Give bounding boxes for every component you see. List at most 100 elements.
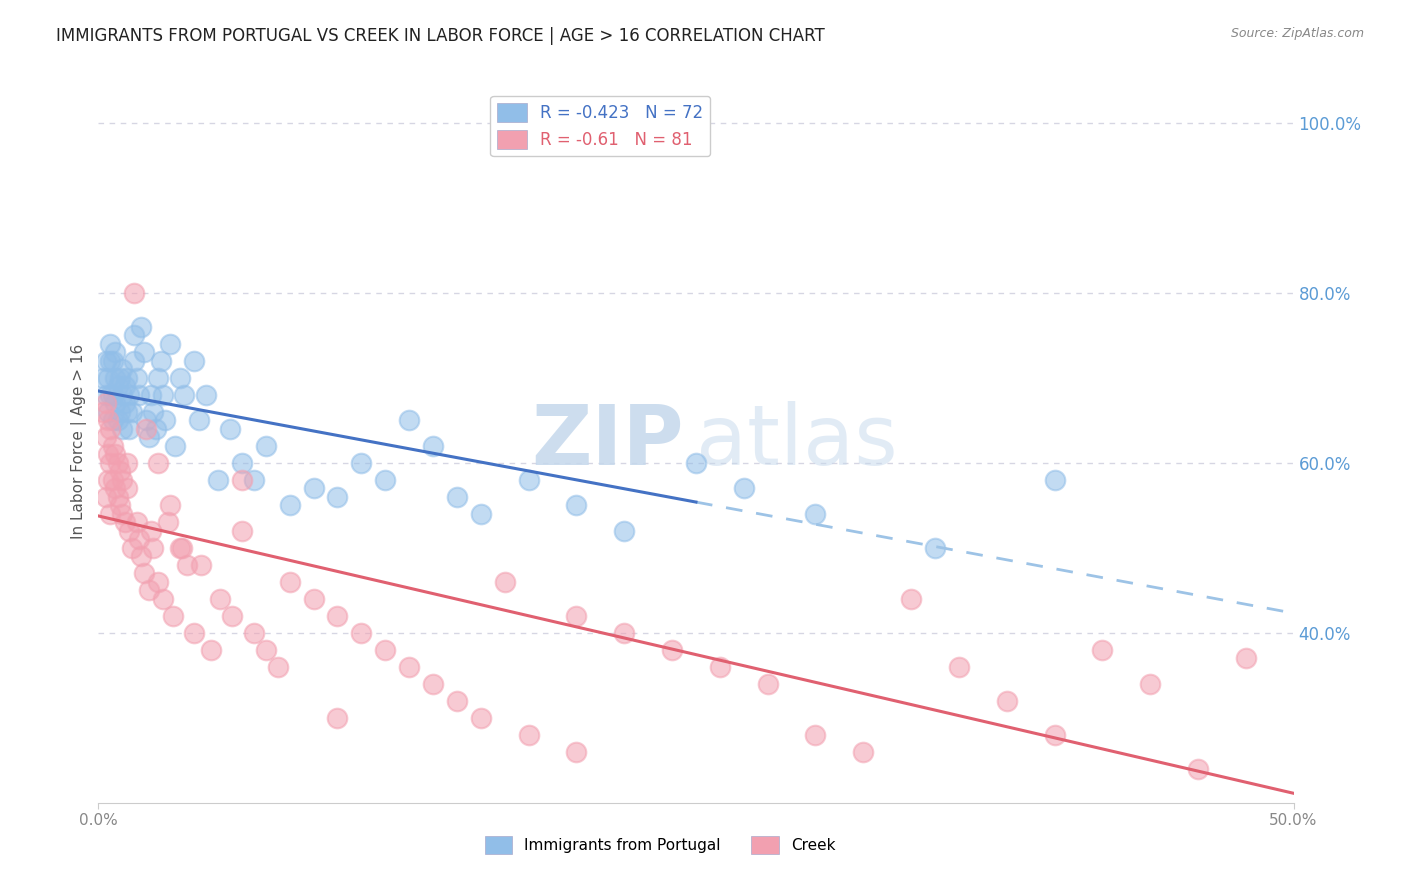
Point bbox=[124, 353, 146, 368]
Point bbox=[98, 456, 122, 470]
Point bbox=[101, 413, 124, 427]
Point bbox=[124, 328, 146, 343]
Point bbox=[231, 524, 253, 538]
Point bbox=[94, 490, 117, 504]
Point bbox=[104, 396, 127, 410]
Point bbox=[733, 481, 755, 495]
Point bbox=[190, 558, 212, 572]
Point bbox=[114, 379, 136, 393]
Point bbox=[148, 456, 170, 470]
Point bbox=[107, 456, 129, 470]
Point bbox=[107, 379, 129, 393]
Point bbox=[494, 574, 516, 589]
Point bbox=[107, 413, 129, 427]
Point bbox=[613, 524, 636, 538]
Point bbox=[159, 498, 181, 512]
Point bbox=[152, 388, 174, 402]
Point bbox=[685, 456, 707, 470]
Point bbox=[1139, 677, 1161, 691]
Point bbox=[169, 371, 191, 385]
Point bbox=[121, 541, 143, 555]
Text: ZIP: ZIP bbox=[531, 401, 685, 482]
Point bbox=[111, 473, 134, 487]
Point bbox=[422, 677, 444, 691]
Point bbox=[302, 591, 325, 606]
Point bbox=[139, 388, 162, 402]
Point bbox=[115, 371, 138, 385]
Point bbox=[131, 319, 153, 334]
Point bbox=[148, 371, 170, 385]
Point bbox=[132, 566, 155, 581]
Point bbox=[924, 541, 946, 555]
Point bbox=[94, 430, 117, 444]
Point bbox=[1043, 473, 1066, 487]
Point bbox=[125, 516, 148, 530]
Point bbox=[97, 413, 120, 427]
Point bbox=[278, 574, 301, 589]
Point bbox=[155, 413, 177, 427]
Point bbox=[111, 507, 134, 521]
Point bbox=[804, 728, 827, 742]
Text: IMMIGRANTS FROM PORTUGAL VS CREEK IN LABOR FORCE | AGE > 16 CORRELATION CHART: IMMIGRANTS FROM PORTUGAL VS CREEK IN LAB… bbox=[56, 27, 825, 45]
Point bbox=[115, 456, 138, 470]
Point bbox=[326, 711, 349, 725]
Point bbox=[156, 516, 179, 530]
Point bbox=[101, 388, 124, 402]
Point bbox=[195, 388, 218, 402]
Point bbox=[326, 608, 349, 623]
Point bbox=[128, 533, 150, 547]
Point bbox=[114, 396, 136, 410]
Point bbox=[517, 473, 540, 487]
Point bbox=[374, 642, 396, 657]
Point bbox=[172, 541, 194, 555]
Point bbox=[101, 439, 124, 453]
Point bbox=[115, 481, 138, 495]
Point bbox=[121, 405, 143, 419]
Point bbox=[162, 608, 184, 623]
Point bbox=[115, 405, 138, 419]
Point bbox=[804, 507, 827, 521]
Text: Source: ZipAtlas.com: Source: ZipAtlas.com bbox=[1230, 27, 1364, 40]
Point bbox=[108, 405, 131, 419]
Point bbox=[1187, 762, 1209, 776]
Point bbox=[101, 353, 124, 368]
Point bbox=[111, 422, 134, 436]
Point bbox=[131, 549, 153, 564]
Point bbox=[101, 473, 124, 487]
Point bbox=[302, 481, 325, 495]
Point bbox=[114, 516, 136, 530]
Point bbox=[350, 456, 373, 470]
Point bbox=[124, 285, 146, 300]
Point bbox=[183, 625, 205, 640]
Point bbox=[145, 422, 167, 436]
Point bbox=[97, 473, 120, 487]
Point bbox=[142, 541, 165, 555]
Point bbox=[169, 541, 191, 555]
Point bbox=[183, 353, 205, 368]
Point bbox=[118, 524, 141, 538]
Point bbox=[470, 507, 492, 521]
Point bbox=[243, 473, 266, 487]
Point bbox=[852, 745, 875, 759]
Point bbox=[98, 353, 122, 368]
Point bbox=[565, 608, 588, 623]
Point bbox=[135, 422, 157, 436]
Point bbox=[104, 447, 127, 461]
Point bbox=[98, 422, 122, 436]
Point bbox=[152, 591, 174, 606]
Point bbox=[104, 345, 127, 359]
Point bbox=[111, 362, 134, 376]
Point bbox=[995, 694, 1018, 708]
Point bbox=[128, 388, 150, 402]
Point bbox=[139, 524, 162, 538]
Point bbox=[125, 371, 148, 385]
Point bbox=[118, 422, 141, 436]
Point bbox=[1091, 642, 1114, 657]
Point bbox=[173, 388, 195, 402]
Point bbox=[176, 558, 198, 572]
Point bbox=[1234, 651, 1257, 665]
Point bbox=[94, 396, 117, 410]
Point bbox=[221, 608, 243, 623]
Point bbox=[97, 371, 120, 385]
Point bbox=[91, 371, 114, 385]
